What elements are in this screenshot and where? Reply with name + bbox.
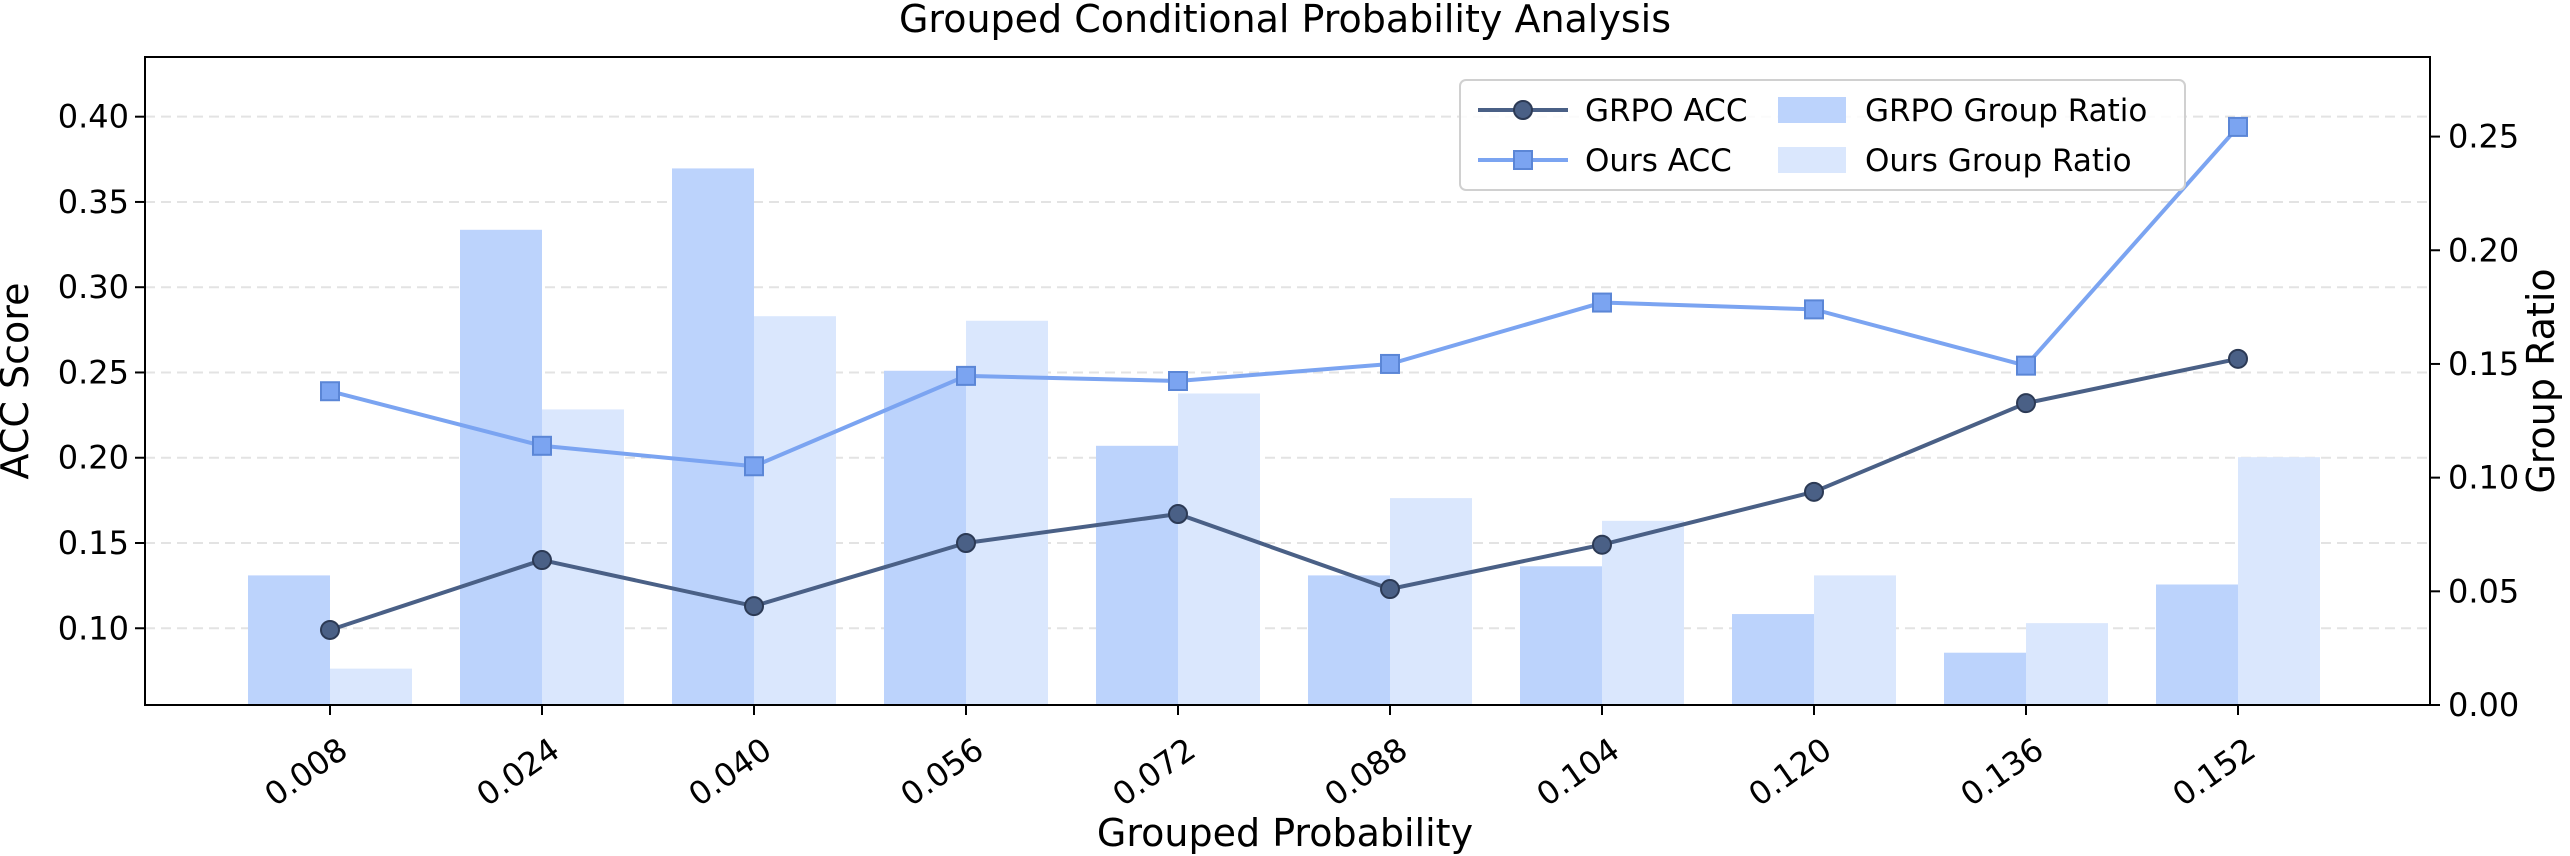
point-ours-acc [2228,116,2248,137]
point-ours-acc [1804,299,1824,320]
legend-label-grpo-ratio: GRPO Group Ratio [1865,93,2147,129]
line-ours-acc [329,125,2240,469]
point-grpo-acc [1592,534,1612,555]
x-tick-label: 0.088 [1318,730,1415,814]
bar-grpo-ratio [1308,575,1390,705]
point-grpo-acc [744,596,764,617]
left-axis-label: ACC Score [0,283,37,480]
right-tick-label: 0.25 [2448,118,2519,156]
x-tick-label: 0.152 [2166,730,2263,814]
bar-ours-ratio [966,320,1048,705]
x-tick-label: 0.024 [470,730,567,814]
bar-grpo-ratio [1520,566,1602,705]
bar-grpo-ratio [248,575,330,705]
point-ours-acc [744,456,764,477]
left-tick-label: 0.10 [58,609,129,647]
bar-ours-ratio [1814,575,1896,705]
bar-ours-ratio [1602,520,1684,705]
point-ours-acc [1380,353,1400,374]
bar-grpo-ratio [884,370,966,705]
bar-grpo-ratio [1944,652,2026,705]
point-grpo-acc [320,619,340,640]
right-tick-label: 0.10 [2448,459,2519,497]
bar-ours-ratio [1390,498,1472,705]
left-axis: 0.10 0.15 0.20 0.25 0.30 0.35 0.40 [58,98,145,647]
x-tick-label: 0.104 [1530,730,1627,814]
bar-ours-ratio [2238,457,2320,705]
left-tick-label: 0.15 [58,524,129,562]
legend-label-grpo-acc: GRPO ACC [1585,93,1747,129]
point-grpo-acc [1168,504,1188,525]
legend-label-ours-acc: Ours ACC [1585,143,1732,179]
legend-box [1459,79,2186,191]
bar-ours-ratio [2026,623,2108,705]
line-layer [320,116,2248,640]
plot-frame [144,56,2431,706]
bar-layer [248,168,2320,706]
legend: GRPO ACC Ours ACC GRPO Group Ratio Ours … [1459,79,2186,191]
bar-ours-ratio [754,316,836,705]
left-tick-label: 0.30 [58,268,129,306]
bar-grpo-ratio [1096,445,1178,705]
left-tick-label: 0.25 [58,353,129,391]
line-grpo-acc [329,356,2239,632]
bar-ours-ratio [330,668,412,705]
legend-label-ours-ratio: Ours Group Ratio [1865,143,2132,179]
point-ours-acc [956,365,976,386]
bar-ours-ratio [1178,393,1260,705]
x-axis-label: Grouped Probability [1097,811,1473,855]
point-grpo-acc [1804,481,1824,502]
x-axis: 0.008 0.024 0.040 0.056 0.072 0.088 0.104 0.120… [258,705,2263,814]
point-grpo-acc [2016,393,2036,414]
bar-grpo-ratio [1732,614,1814,705]
x-tick-label: 0.120 [1742,730,1839,814]
left-tick-label: 0.20 [58,439,129,477]
point-ours-acc [1168,371,1188,391]
right-tick-label: 0.20 [2448,231,2519,269]
left-tick-label: 0.35 [58,183,129,221]
point-grpo-acc [956,533,976,553]
legend-marker-ours-acc [1513,150,1533,170]
x-tick-label: 0.072 [1106,730,1203,814]
bar-grpo-ratio [460,229,542,706]
point-ours-acc [320,381,340,402]
x-tick-label: 0.040 [682,730,779,814]
x-tick-label: 0.056 [894,730,991,814]
legend-marker-grpo-acc [1513,100,1533,120]
chart-title: Grouped Conditional Probability Analysis [899,0,1671,41]
point-grpo-acc [2228,348,2248,369]
legend-swatch-grpo-ratio [1778,97,1846,123]
right-tick-label: 0.00 [2448,686,2519,724]
right-tick-label: 0.05 [2448,572,2519,610]
legend-swatch-ours-ratio [1778,147,1846,173]
point-ours-acc [1592,292,1612,313]
x-tick-label: 0.008 [258,730,355,814]
right-axis: 0.00 0.05 0.10 0.15 0.20 0.25 [2430,118,2519,724]
point-ours-acc [2016,355,2036,376]
bar-grpo-ratio [2156,584,2238,705]
x-tick-label: 0.136 [1954,730,2051,814]
right-axis-label: Group Ratio [2519,268,2563,493]
bar-grpo-ratio [672,168,754,705]
left-tick-label: 0.40 [58,98,129,136]
point-grpo-acc [1380,579,1400,600]
right-tick-label: 0.15 [2448,345,2519,383]
bar-ours-ratio [542,409,624,705]
point-grpo-acc [532,550,552,571]
point-ours-acc [532,435,552,456]
